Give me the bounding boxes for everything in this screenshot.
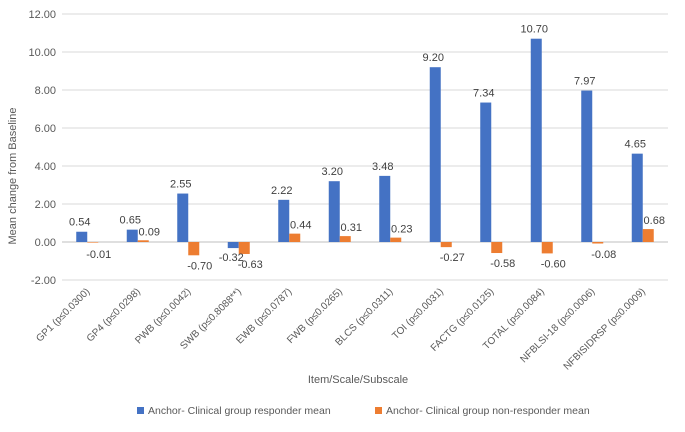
data-label-non-responder: 0.23	[391, 224, 412, 236]
y-axis-ticks: -2.00 0.00 2.00 4.00 6.00 8.00 10.00 12.00	[28, 9, 56, 287]
bar-responder	[581, 90, 593, 242]
data-label-responder: 4.65	[625, 139, 646, 151]
gridlines	[62, 13, 668, 281]
legend: Anchor- Clinical group responder mean An…	[137, 405, 590, 417]
bar-responder	[227, 242, 239, 249]
x-axis-category-labels: GP1 (p≤0.0300)GP4 (p≤0.0298)PWB (p≤0.004…	[34, 286, 648, 372]
x-category-label: NFBISIDRSP (p≤0.0009)	[562, 286, 648, 372]
bar-responder	[530, 38, 542, 243]
bar-responder	[76, 231, 88, 242]
bar-responder	[328, 181, 340, 242]
legend-label-responder: Anchor- Clinical group responder mean	[148, 405, 331, 417]
y-tick-label: 4.00	[35, 161, 56, 173]
data-label-non-responder: -0.08	[591, 249, 616, 261]
y-tick-label: 12.00	[28, 9, 56, 21]
data-label-responder: 2.55	[170, 179, 191, 191]
y-tick-label: 6.00	[35, 123, 56, 135]
data-label-non-responder: 0.31	[341, 222, 362, 234]
bar-non-responder	[440, 242, 452, 248]
bar-responder	[278, 199, 290, 242]
data-label-non-responder: -0.63	[238, 259, 263, 271]
bar-responder	[126, 229, 138, 242]
x-category-label: TOI (p≤0.0031)	[390, 286, 446, 342]
data-label-responder: 7.34	[473, 88, 494, 100]
data-label-non-responder: -0.01	[86, 249, 111, 261]
data-label-responder: 10.70	[520, 24, 548, 36]
bar-non-responder	[188, 242, 200, 256]
y-tick-label: 0.00	[35, 237, 56, 249]
data-label-non-responder: -0.58	[490, 258, 515, 270]
y-tick-label: -2.00	[31, 275, 56, 287]
data-label-responder: 7.97	[574, 76, 595, 88]
data-label-responder: 0.65	[120, 215, 141, 227]
data-label-non-responder: 0.68	[644, 215, 665, 227]
data-label-non-responder: 0.44	[290, 220, 311, 232]
data-label-responder: 2.22	[271, 185, 292, 197]
bar-responder	[631, 153, 643, 242]
data-label-non-responder: -0.60	[541, 258, 566, 270]
bar-responder	[379, 175, 391, 242]
bar-responder	[480, 102, 492, 242]
bar-non-responder	[238, 242, 250, 254]
y-axis-title: Mean change from Baseline	[7, 108, 19, 245]
x-category-label: GP1 (p≤0.0300)	[34, 286, 92, 344]
bar-non-responder	[339, 236, 351, 242]
x-axis-title: Item/Scale/Subscale	[308, 374, 408, 386]
bar-non-responder	[541, 242, 553, 254]
bar-non-responder	[137, 240, 149, 242]
data-label-responder: 0.54	[69, 217, 90, 229]
data-label-non-responder: -0.70	[187, 260, 212, 272]
y-tick-label: 10.00	[28, 47, 56, 59]
bar-non-responder	[642, 229, 654, 242]
bar-non-responder	[390, 237, 402, 242]
bar-non-responder	[87, 242, 99, 243]
legend-label-non-responder: Anchor- Clinical group non-responder mea…	[386, 405, 590, 417]
legend-swatch-non-responder	[375, 407, 382, 414]
x-category-label: GP4 (p≤0.0298)	[85, 286, 143, 344]
bar-non-responder	[592, 242, 604, 244]
bar-non-responder	[289, 233, 301, 242]
data-label-non-responder: -0.27	[440, 252, 465, 264]
data-label-responder: 9.20	[423, 52, 444, 64]
y-tick-label: 8.00	[35, 85, 56, 97]
data-label-non-responder: 0.09	[139, 226, 160, 238]
data-label-responder: -0.32	[219, 252, 244, 264]
bar-responder	[177, 193, 189, 242]
data-label-responder: 3.48	[372, 161, 393, 173]
bars	[76, 38, 654, 256]
bar-responder	[429, 67, 441, 242]
data-labels: 0.54 -0.01 0.650.09 2.55 -0.70 -0.32-0.63 2.22…	[69, 24, 665, 273]
bar-non-responder	[491, 242, 503, 254]
data-label-responder: 3.20	[322, 166, 343, 178]
y-tick-label: 2.00	[35, 199, 56, 211]
legend-swatch-responder	[137, 407, 144, 414]
